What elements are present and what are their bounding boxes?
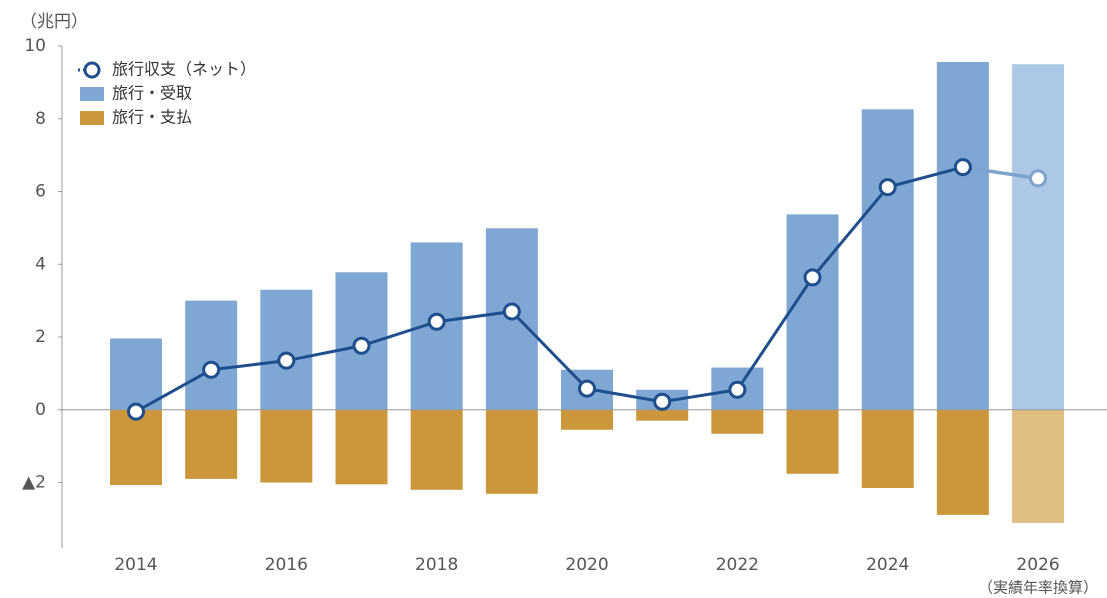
x-tick-label: 2024 [866, 555, 909, 575]
legend-label: 旅行収支（ネット） [112, 60, 256, 79]
bar [260, 289, 313, 410]
y-tick-label: 4 [35, 254, 46, 274]
legend-swatch [80, 87, 104, 101]
y-tick-label: 8 [35, 109, 46, 129]
point [352, 336, 371, 355]
bar [561, 409, 614, 430]
point [202, 360, 221, 379]
point [803, 268, 822, 287]
bar [786, 214, 839, 410]
bar [711, 409, 764, 434]
point [878, 178, 897, 197]
y-tick-label: ▲2 [22, 473, 46, 493]
y-tick-label: 10 [24, 36, 46, 56]
bar [861, 409, 914, 488]
line-projection [962, 165, 1039, 181]
bar [185, 409, 238, 479]
bar [335, 409, 388, 485]
bar [636, 409, 689, 421]
point [277, 351, 296, 370]
x-tick-label: 2014 [114, 555, 157, 575]
bar [410, 409, 463, 490]
y-tick-label: 2 [35, 327, 46, 347]
x-tick-label: 2016 [265, 555, 308, 575]
x-tick-label: 2020 [565, 555, 608, 575]
point [653, 392, 672, 411]
bar [786, 409, 839, 474]
point [953, 158, 972, 177]
bar [861, 109, 914, 410]
legend-label: 旅行・受取 [112, 84, 192, 103]
x-tick-label: 2022 [716, 555, 759, 575]
unit-label: （兆円） [20, 12, 88, 32]
bar [936, 62, 989, 410]
x-tick-label: 2018 [415, 555, 458, 575]
bar [936, 409, 989, 515]
bar [110, 409, 162, 486]
legend-label: 旅行・支払 [112, 108, 192, 127]
point [502, 302, 521, 321]
point [427, 312, 446, 331]
y-tick-label: 6 [35, 182, 46, 202]
point [728, 380, 747, 399]
point [578, 379, 597, 398]
legend-swatch [80, 111, 104, 125]
bar [110, 338, 162, 410]
point [1029, 169, 1048, 188]
annotation: （実績年率換算） [978, 579, 1098, 597]
bar [185, 300, 238, 410]
bar [485, 409, 538, 494]
point [127, 402, 145, 421]
y-tick-label: 0 [35, 400, 46, 420]
legend-marker [83, 61, 101, 79]
x-tick-label: 2026 [1016, 555, 1059, 575]
bar [260, 409, 313, 483]
bar [1012, 64, 1065, 410]
bar [1012, 409, 1065, 523]
